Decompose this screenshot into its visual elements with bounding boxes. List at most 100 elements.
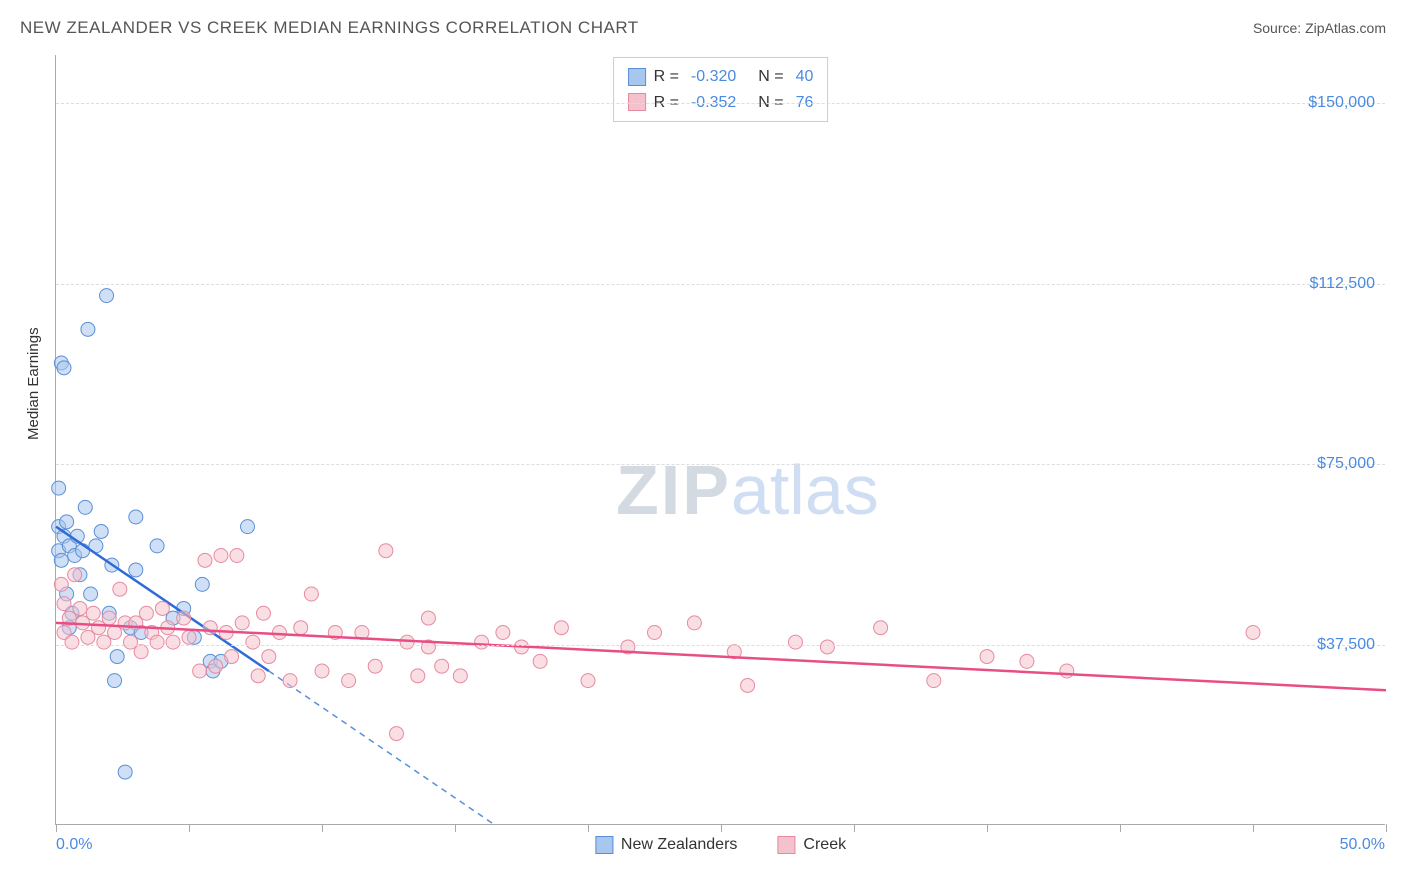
gridline [56,645,1385,646]
scatter-point [118,765,132,779]
gridline [56,103,1385,104]
x-tick [455,824,456,832]
scatter-point [251,669,265,683]
y-tick-label: $75,000 [1317,455,1375,473]
x-tick [721,824,722,832]
scatter-point [65,635,79,649]
scatter-point [203,621,217,635]
legend-label: Creek [803,836,846,854]
scatter-point [927,674,941,688]
x-tick [56,824,57,832]
scatter-point [272,626,286,640]
scatter-point [166,635,180,649]
legend-item: New Zealanders [595,836,738,854]
scatter-point [1246,626,1260,640]
legend-stat-row: R =-0.320N =40 [628,64,814,90]
scatter-point [73,601,87,615]
scatter-point [100,289,114,303]
scatter-point [283,674,297,688]
regression-extension [269,671,495,825]
scatter-point [554,621,568,635]
chart-source: Source: ZipAtlas.com [1253,20,1386,36]
scatter-plot [56,55,1385,824]
scatter-point [788,635,802,649]
legend-swatch [595,836,613,854]
scatter-point [980,650,994,664]
scatter-point [230,549,244,563]
scatter-point [113,582,127,596]
y-axis-label: Median Earnings [25,327,42,440]
scatter-point [533,654,547,668]
x-tick [1120,824,1121,832]
legend-swatch [628,68,646,86]
scatter-point [241,520,255,534]
scatter-point [256,606,270,620]
scatter-point [150,539,164,553]
scatter-point [209,659,223,673]
scatter-point [315,664,329,678]
legend-stats: R =-0.320N =40R =-0.352N =76 [613,57,829,122]
scatter-point [262,650,276,664]
x-axis-end-label: 50.0% [1340,836,1385,854]
scatter-point [820,640,834,654]
x-tick [1386,824,1387,832]
scatter-point [1060,664,1074,678]
scatter-point [342,674,356,688]
x-tick [588,824,589,832]
chart-title: NEW ZEALANDER VS CREEK MEDIAN EARNINGS C… [20,18,639,38]
scatter-point [453,669,467,683]
scatter-point [54,577,68,591]
scatter-point [874,621,888,635]
legend-swatch [777,836,795,854]
scatter-point [129,563,143,577]
legend-r-label: R = [654,64,679,90]
legend-series: New Zealanders Creek [595,836,846,854]
x-tick [854,824,855,832]
scatter-point [198,553,212,567]
chart-header: NEW ZEALANDER VS CREEK MEDIAN EARNINGS C… [20,18,1386,38]
x-tick [1253,824,1254,832]
gridline [56,284,1385,285]
scatter-point [177,611,191,625]
y-tick-label: $37,500 [1317,636,1375,654]
legend-item: Creek [777,836,846,854]
scatter-point [389,727,403,741]
scatter-point [150,635,164,649]
scatter-point [411,669,425,683]
scatter-point [246,635,260,649]
scatter-point [102,611,116,625]
scatter-point [193,664,207,678]
scatter-point [52,481,66,495]
legend-label: New Zealanders [621,836,738,854]
scatter-point [581,674,595,688]
gridline [56,464,1385,465]
scatter-point [235,616,249,630]
chart-area: ZIPatlas R =-0.320N =40R =-0.352N =76 0.… [55,55,1385,825]
x-tick [189,824,190,832]
scatter-point [68,568,82,582]
scatter-point [195,577,209,591]
legend-r-value: -0.320 [691,64,736,90]
scatter-point [687,616,701,630]
y-tick-label: $112,500 [1309,275,1375,293]
scatter-point [214,549,228,563]
scatter-point [294,621,308,635]
scatter-point [368,659,382,673]
x-tick [322,824,323,832]
scatter-point [57,597,71,611]
scatter-point [57,361,71,375]
x-tick [987,824,988,832]
scatter-point [435,659,449,673]
scatter-point [379,544,393,558]
scatter-point [94,524,108,538]
scatter-point [84,587,98,601]
scatter-point [304,587,318,601]
scatter-point [155,601,169,615]
scatter-point [81,322,95,336]
scatter-point [139,606,153,620]
scatter-point [496,626,510,640]
scatter-point [78,500,92,514]
scatter-point [86,606,100,620]
scatter-point [60,515,74,529]
scatter-point [1020,654,1034,668]
